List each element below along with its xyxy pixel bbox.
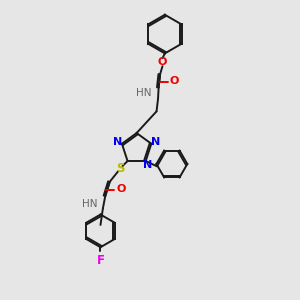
Text: HN: HN: [136, 88, 152, 98]
Text: O: O: [158, 57, 167, 67]
Text: N: N: [113, 137, 123, 147]
Text: N: N: [143, 160, 153, 170]
Text: HN: HN: [82, 199, 98, 209]
Text: S: S: [116, 162, 124, 175]
Text: O: O: [169, 76, 178, 86]
Text: O: O: [116, 184, 126, 194]
Text: N: N: [151, 137, 160, 147]
Text: F: F: [97, 254, 104, 267]
